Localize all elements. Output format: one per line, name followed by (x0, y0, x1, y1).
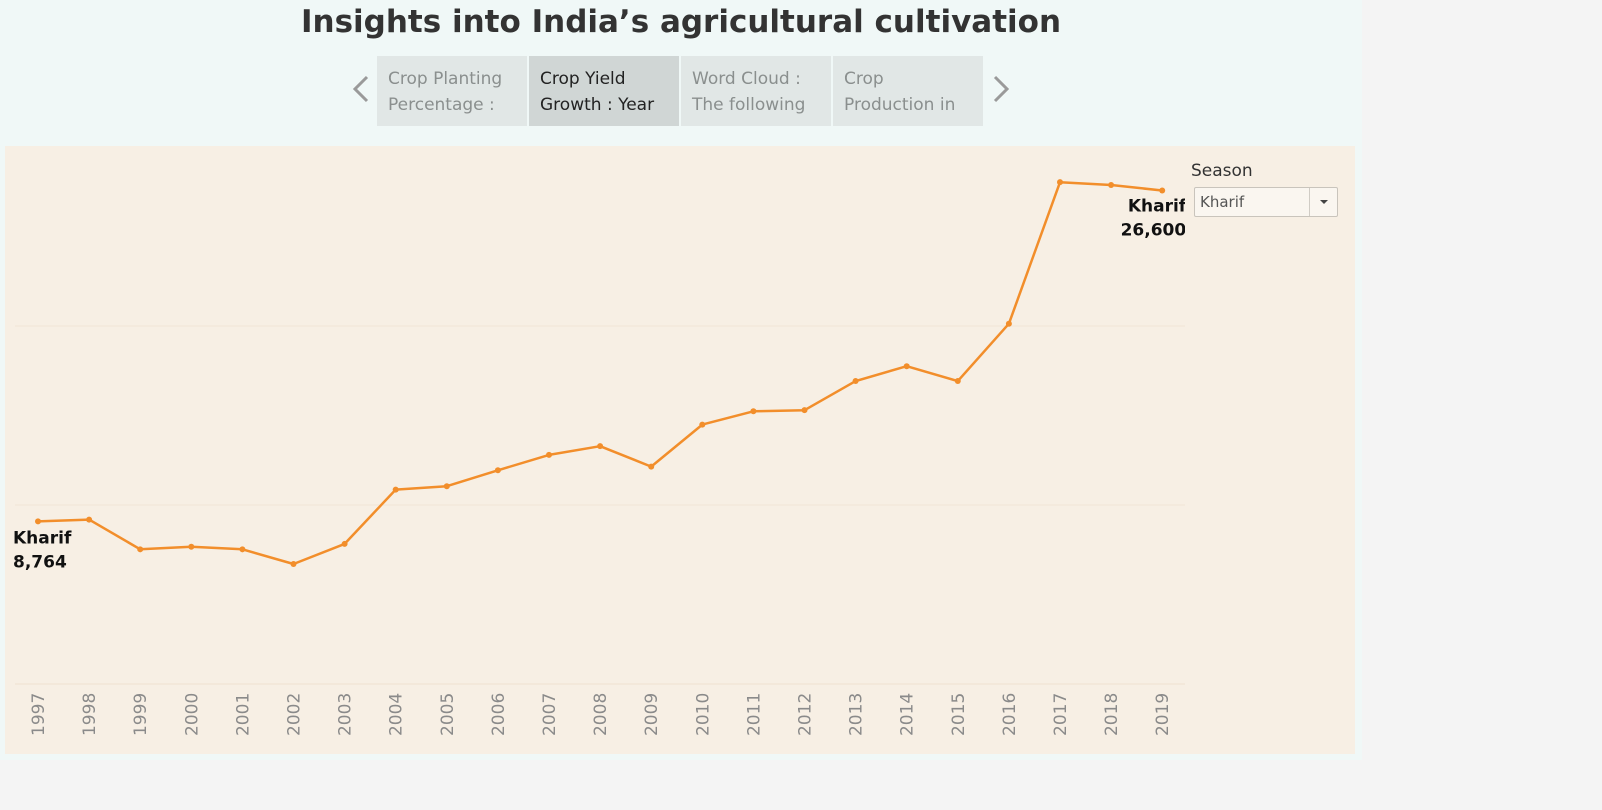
story-tab-word-cloud[interactable]: Word Cloud : The following (681, 56, 831, 126)
x-tick-label: 2004 (387, 693, 407, 736)
data-point (954, 378, 961, 385)
annotation-label: Kharif (13, 528, 72, 548)
data-point (86, 516, 93, 523)
story-tab-line: Growth : Year (540, 95, 655, 115)
data-point (750, 408, 757, 415)
x-tick-label: 2008 (591, 693, 611, 736)
story-tab-crop-yield[interactable]: Crop Yield Growth : Year (529, 56, 679, 126)
annotation-value: 26,600 (1121, 221, 1185, 241)
x-tick-label: 2013 (847, 693, 867, 736)
story-tab-line: Word Cloud : (692, 69, 801, 89)
x-tick-label: 2018 (1102, 693, 1122, 736)
x-tick-label: 2019 (1153, 693, 1173, 736)
x-tick-label: 2009 (642, 693, 662, 736)
season-selected-value: Kharif (1200, 193, 1245, 211)
x-tick-label: 2010 (693, 693, 713, 736)
chevron-left-icon (352, 74, 370, 108)
story-tab-line: Crop Yield (540, 69, 626, 89)
story-tab-crop-production[interactable]: Crop Production in (833, 56, 983, 126)
page-title: Insights into India’s agricultural culti… (300, 4, 1062, 40)
x-tick-label: 2007 (540, 693, 560, 736)
data-point (443, 483, 450, 490)
chevron-right-icon (992, 74, 1010, 108)
data-point (1108, 181, 1115, 188)
season-filter-label: Season (1191, 161, 1253, 181)
story-tab-crop-planting[interactable]: Crop Planting Percentage : (377, 56, 527, 126)
data-point (35, 518, 41, 525)
yield-line-chart: 1997 1998 1999 2000 2001 2002 2003 2004 2005 2006… (13, 179, 1185, 736)
data-point (239, 546, 246, 553)
x-tick-label: 2001 (233, 693, 253, 736)
data-point (801, 407, 808, 414)
data-point (392, 486, 399, 493)
story-tab-line: Percentage : (388, 95, 495, 115)
x-tick-label: 1999 (131, 693, 151, 736)
story-tab-line: Production in (844, 95, 956, 115)
annotation-label: Kharif (1128, 197, 1185, 217)
story-tab-line: The following (692, 95, 806, 115)
data-point (1159, 187, 1166, 194)
season-dropdown[interactable]: Kharif (1194, 187, 1338, 217)
story-tab-line: Crop (844, 69, 884, 89)
caret-down-icon[interactable] (1309, 188, 1337, 216)
x-tick-label: 2016 (1000, 693, 1020, 736)
x-tick-label: 2014 (898, 693, 918, 736)
x-tick-label: 2005 (438, 693, 458, 736)
x-tick-label: 1997 (29, 693, 49, 736)
story-prev-button[interactable] (348, 68, 374, 114)
data-point (597, 443, 604, 450)
annotation-value: 8,764 (13, 552, 67, 572)
story-container: Insights into India’s agricultural culti… (5, 4, 1355, 754)
data-point (852, 378, 859, 385)
x-tick-label: 2006 (489, 693, 509, 736)
story-tab-line: Crop Planting (388, 69, 503, 89)
data-point (1005, 320, 1012, 327)
x-tick-label: 2003 (336, 693, 356, 736)
x-tick-label: 2000 (182, 693, 202, 736)
x-tick-label: 2002 (285, 693, 305, 736)
x-tick-label: 2012 (796, 693, 816, 736)
data-point (1057, 179, 1063, 186)
x-tick-label: 1998 (80, 693, 100, 736)
data-point (648, 463, 655, 470)
x-tick-label: 2011 (744, 693, 764, 736)
data-point (188, 543, 195, 550)
x-tick-label: 2015 (949, 693, 969, 736)
dashboard-panel: 1997 1998 1999 2000 2001 2002 2003 2004 2005 2006… (5, 146, 1355, 754)
data-point (546, 451, 552, 458)
data-point (494, 467, 501, 474)
story-next-button[interactable] (988, 68, 1014, 114)
data-point (699, 421, 706, 428)
x-tick-label: 2017 (1051, 693, 1071, 736)
data-point (137, 546, 144, 553)
data-point (903, 363, 910, 370)
data-point (341, 540, 348, 547)
data-point (290, 560, 297, 567)
series-line-kharif (37, 180, 1163, 566)
